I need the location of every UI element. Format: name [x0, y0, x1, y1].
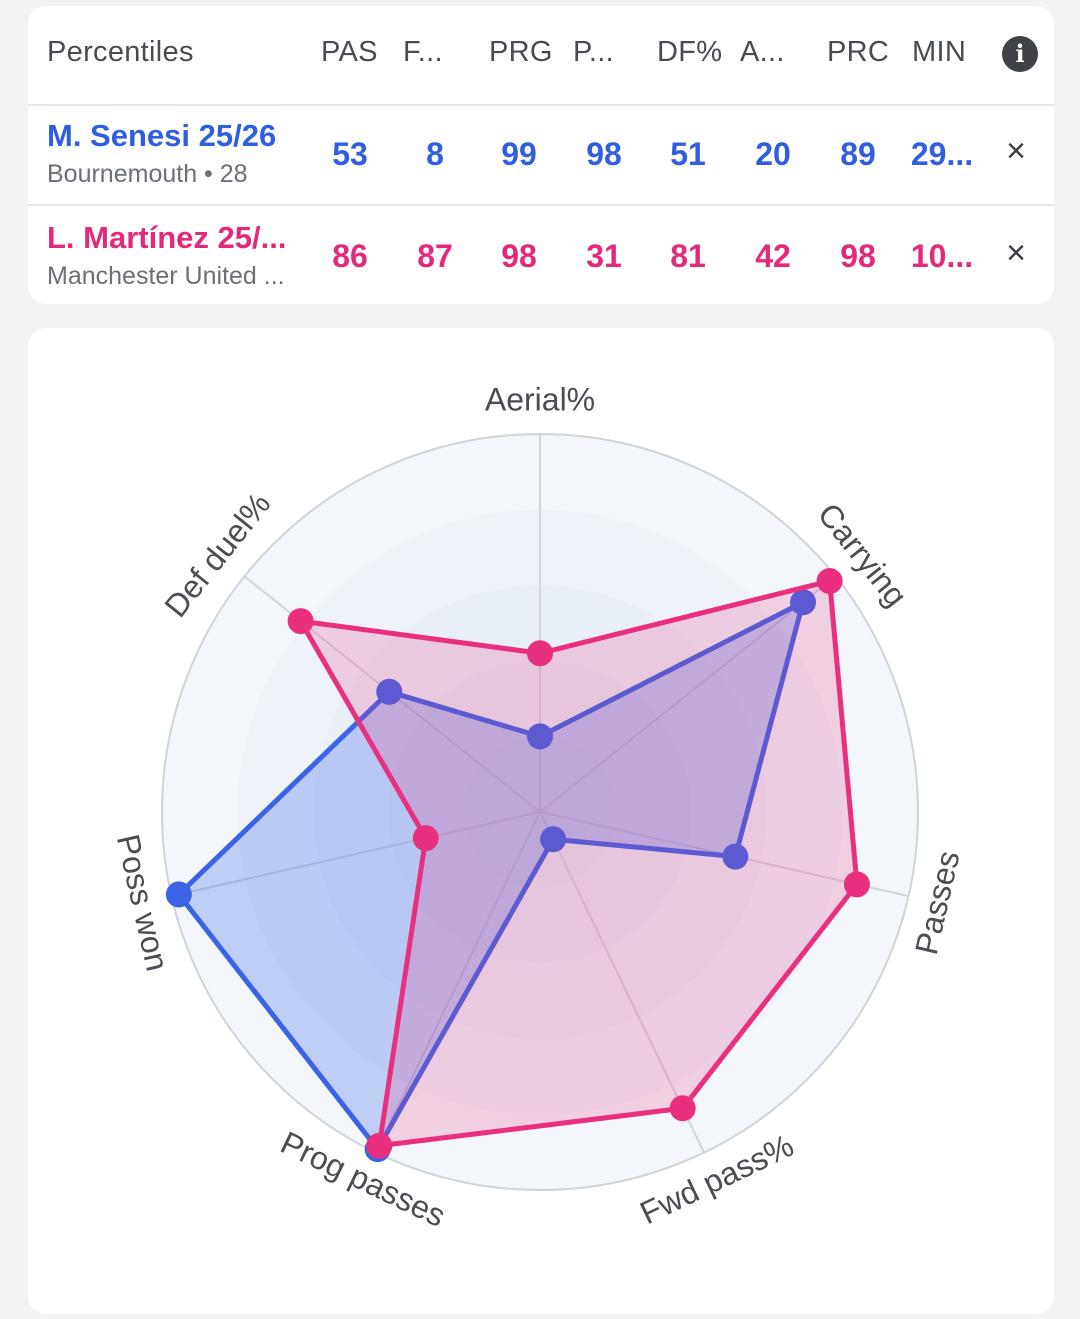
- column-header-min[interactable]: MIN: [912, 36, 967, 68]
- value-df: 51: [670, 136, 706, 172]
- remove-player-button[interactable]: ×: [1006, 234, 1026, 272]
- radar-series: [165, 589, 817, 1163]
- radar-point[interactable]: [722, 843, 749, 870]
- value-prg: 98: [501, 238, 537, 274]
- value-min: 10...: [910, 238, 974, 274]
- radar-series-area: [176, 599, 806, 1152]
- column-header-f[interactable]: F...: [403, 36, 443, 68]
- radar-series: [287, 568, 870, 1159]
- value-p: 31: [586, 238, 622, 274]
- value-prc: 89: [840, 136, 876, 172]
- player-name[interactable]: M. Senesi 25/26: [47, 118, 277, 153]
- value-a: 42: [755, 238, 791, 274]
- radar-axis-label: Aerial%: [485, 381, 595, 417]
- radar-point[interactable]: [816, 568, 843, 595]
- radar-point[interactable]: [376, 678, 403, 705]
- value-a: 20: [755, 136, 791, 172]
- value-pas: 53: [332, 136, 368, 172]
- remove-player-button[interactable]: ×: [1006, 132, 1026, 170]
- radar-point[interactable]: [669, 1095, 696, 1122]
- radar-chart-card: Aerial% Carrying Passes Fwd pass% Prog passe…: [28, 328, 1054, 1314]
- radar-point[interactable]: [165, 881, 192, 908]
- radar-point[interactable]: [527, 640, 553, 667]
- percentiles-table: Percentiles PAS F... PRG P... DF% A... P…: [28, 6, 1054, 304]
- radar-spoke: [171, 811, 541, 898]
- column-header-df[interactable]: DF%: [657, 36, 723, 68]
- radar-spoke: [539, 575, 837, 813]
- value-df: 81: [670, 238, 706, 274]
- radar-point[interactable]: [527, 723, 553, 750]
- info-icon[interactable]: i: [1002, 36, 1038, 72]
- column-header-p[interactable]: P...: [573, 36, 614, 68]
- column-header-prg[interactable]: PRG: [489, 36, 553, 68]
- value-prc: 98: [840, 238, 876, 274]
- player-team-age: Manchester United ...: [47, 262, 285, 290]
- column-header-pas[interactable]: PAS: [321, 36, 378, 68]
- radar-spoke: [539, 811, 705, 1154]
- value-p: 98: [586, 136, 622, 172]
- column-header-a[interactable]: A...: [740, 36, 785, 68]
- value-pas: 86: [332, 238, 368, 274]
- value-f: 87: [417, 238, 453, 274]
- player-name[interactable]: L. Martínez 25/...: [47, 220, 287, 255]
- radar-spoke: [375, 811, 541, 1154]
- table-header-row: Percentiles PAS F... PRG P... DF% A... P…: [28, 6, 1054, 106]
- value-prg: 99: [501, 136, 537, 172]
- value-min: 29...: [910, 136, 974, 172]
- column-header-prc[interactable]: PRC: [827, 36, 890, 68]
- player-team-age: Bournemouth • 28: [47, 160, 248, 188]
- radar-point[interactable]: [412, 825, 439, 852]
- radar-point[interactable]: [790, 589, 817, 616]
- radar-point[interactable]: [366, 1132, 393, 1159]
- radar-point[interactable]: [287, 608, 314, 635]
- value-f: 8: [426, 136, 444, 172]
- player-row-senesi[interactable]: M. Senesi 25/26 Bournemouth • 28 53 8 99…: [28, 104, 1054, 206]
- radar-point[interactable]: [540, 826, 567, 853]
- radar-axis-label: Passes: [908, 847, 966, 957]
- percentiles-title: Percentiles: [47, 36, 194, 68]
- radar-series-area: [298, 578, 860, 1149]
- player-row-martinez[interactable]: L. Martínez 25/... Manchester United ...…: [28, 206, 1054, 304]
- radar-point[interactable]: [843, 871, 870, 898]
